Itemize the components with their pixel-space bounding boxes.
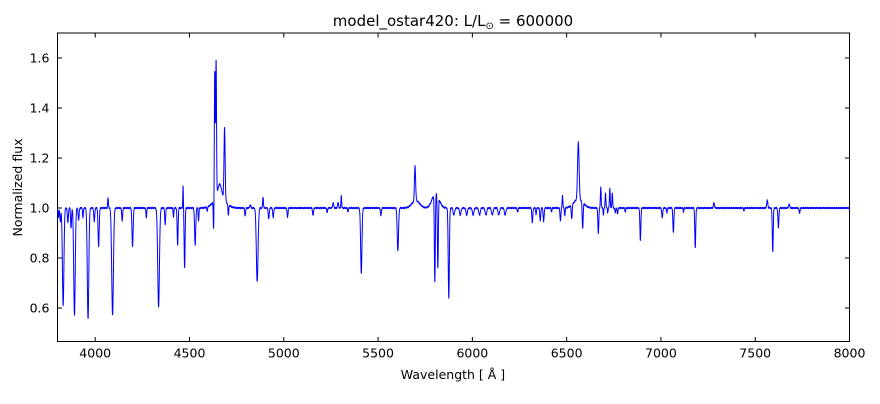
x-axis-label: Wavelength [ Å ] — [401, 367, 505, 382]
spectrum-line — [57, 59, 850, 320]
x-tick-label: 4500 — [174, 346, 206, 361]
y-tick-label: 1.0 — [30, 200, 50, 215]
x-tick-label: 5500 — [362, 346, 394, 361]
y-tick-label: 0.8 — [30, 250, 50, 265]
x-tick-label: 8000 — [834, 346, 866, 361]
x-tick-label: 7000 — [645, 346, 677, 361]
y-tick-label: 0.6 — [30, 300, 50, 315]
y-axis-label: Normalized flux — [10, 138, 25, 236]
y-tick-label: 1.2 — [30, 150, 50, 165]
x-tick-label: 7500 — [739, 346, 771, 361]
y-tick-label: 1.6 — [30, 50, 50, 65]
plot-frame — [57, 32, 850, 342]
x-tick-label: 6000 — [456, 346, 488, 361]
y-tick-label: 1.4 — [30, 100, 50, 115]
x-tick-label: 5000 — [268, 346, 300, 361]
x-tick-label: 4000 — [79, 346, 111, 361]
axis-ticks-and-labels: 4000 4500 5000 5500 6000 6500 7000 7500 8000 0.6 0… — [30, 33, 866, 361]
x-tick-label: 6500 — [551, 346, 583, 361]
chart-title: model_ostar420: L/L⊙ = 600000 — [333, 12, 573, 32]
